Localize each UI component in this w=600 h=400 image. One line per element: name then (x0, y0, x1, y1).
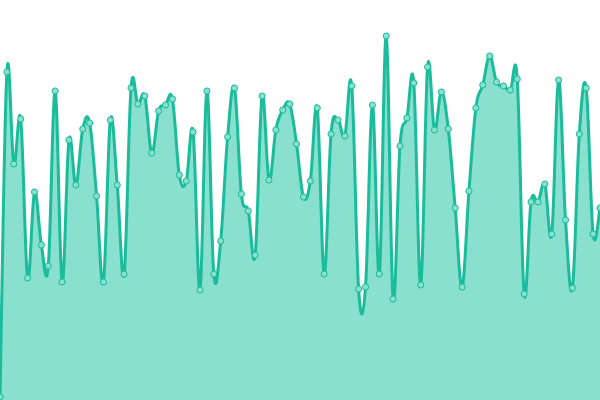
data-point-50 (341, 132, 349, 140)
data-point-25 (168, 95, 176, 103)
data-point-3 (17, 115, 25, 123)
data-point-37 (251, 251, 259, 259)
data-point-79 (541, 180, 549, 188)
data-point-61 (417, 281, 425, 289)
data-point-82 (562, 216, 570, 224)
data-point-53 (362, 283, 370, 291)
data-point-62 (424, 63, 432, 71)
data-point-13 (86, 119, 94, 127)
data-point-76 (520, 290, 528, 298)
data-point-10 (65, 136, 73, 144)
data-point-23 (155, 107, 163, 115)
data-point-68 (465, 187, 473, 195)
area-fill (0, 35, 600, 400)
data-point-83 (568, 284, 576, 292)
data-point-54 (368, 101, 376, 109)
data-point-49 (334, 116, 342, 124)
data-point-2 (10, 160, 18, 168)
data-point-70 (479, 81, 487, 89)
data-point-75 (513, 75, 521, 83)
data-point-69 (472, 104, 480, 112)
data-point-73 (499, 82, 507, 90)
data-points (0, 32, 600, 400)
data-point-21 (141, 92, 149, 100)
data-point-8 (51, 87, 59, 95)
data-point-33 (224, 133, 232, 141)
data-point-65 (444, 125, 452, 133)
data-point-74 (506, 86, 514, 94)
data-point-9 (58, 278, 66, 286)
data-point-29 (196, 286, 204, 294)
data-point-27 (182, 177, 190, 185)
data-point-56 (382, 32, 390, 40)
data-point-63 (430, 126, 438, 134)
data-point-7 (44, 262, 52, 270)
data-point-5 (30, 188, 38, 196)
data-point-48 (327, 130, 335, 138)
data-point-47 (320, 270, 328, 278)
data-point-12 (79, 125, 87, 133)
data-point-20 (134, 100, 142, 108)
data-point-64 (437, 88, 445, 96)
data-point-4 (24, 274, 32, 282)
data-point-60 (410, 79, 418, 87)
data-point-15 (99, 278, 107, 286)
data-point-58 (396, 142, 404, 150)
data-point-46 (313, 104, 321, 112)
data-point-1 (3, 68, 11, 76)
data-point-52 (355, 285, 363, 293)
data-point-6 (37, 241, 45, 249)
data-point-38 (258, 92, 266, 100)
data-point-66 (451, 204, 459, 212)
data-point-22 (148, 149, 156, 157)
data-point-0 (0, 393, 4, 400)
data-point-84 (575, 130, 583, 138)
data-point-85 (582, 84, 590, 92)
data-point-41 (279, 106, 287, 114)
data-point-11 (72, 181, 80, 189)
data-point-28 (189, 128, 197, 136)
data-point-31 (210, 270, 218, 278)
data-point-42 (286, 100, 294, 108)
data-point-55 (375, 270, 383, 278)
data-point-78 (534, 198, 542, 206)
data-point-40 (272, 126, 280, 134)
data-point-86 (589, 230, 597, 238)
data-point-77 (527, 198, 535, 206)
data-point-71 (486, 52, 494, 60)
data-point-14 (93, 192, 101, 200)
data-point-36 (244, 207, 252, 215)
data-point-72 (493, 78, 501, 86)
data-point-80 (548, 230, 556, 238)
data-point-35 (237, 190, 245, 198)
data-point-19 (127, 84, 135, 92)
data-point-18 (120, 270, 128, 278)
data-point-45 (306, 177, 314, 185)
data-point-30 (203, 87, 211, 95)
data-point-32 (217, 237, 225, 245)
data-point-81 (555, 76, 563, 84)
data-point-87 (596, 204, 600, 212)
data-point-26 (175, 171, 183, 179)
data-point-16 (106, 116, 114, 124)
data-point-44 (299, 193, 307, 201)
data-point-51 (348, 82, 356, 90)
data-point-59 (403, 114, 411, 122)
data-point-57 (389, 295, 397, 303)
data-point-34 (230, 84, 238, 92)
data-point-39 (265, 176, 273, 184)
data-point-43 (293, 140, 301, 148)
data-point-24 (162, 101, 170, 109)
data-point-17 (113, 181, 121, 189)
data-point-67 (458, 283, 466, 291)
